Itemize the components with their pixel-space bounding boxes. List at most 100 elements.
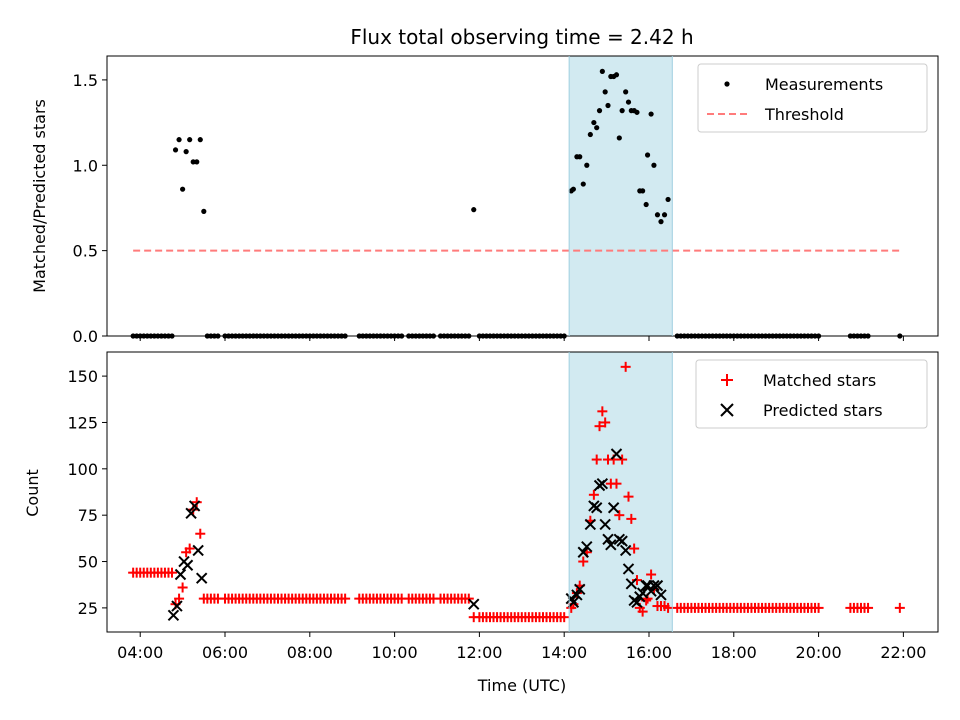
x-tick-label: 08:00 (287, 643, 333, 662)
x-tick-label: 22:00 (880, 643, 926, 662)
matched-star-point (174, 593, 185, 604)
predicted-star-point (599, 518, 611, 531)
bottom-legend: Matched stars Predicted stars (695, 359, 928, 429)
y-tick-label: 100 (67, 460, 98, 479)
measurement-point (201, 208, 207, 214)
x-axis-label: Time (UTC) (477, 676, 566, 695)
matched-star-point (623, 491, 634, 502)
predicted-star-point (192, 544, 204, 557)
predicted-star-point (171, 600, 183, 612)
bottom-panel: 25 50 75 100 125 150 04:00 06:00 08:00 10:00 12:0… (23, 351, 939, 695)
predicted-star-point (602, 533, 614, 545)
predicted-star-point (174, 568, 187, 581)
predicted-star-point (577, 546, 589, 558)
x-tick-label: 06:00 (202, 643, 248, 662)
top-y-ticks: 0.0 0.5 1.0 1.5 (73, 71, 107, 346)
matched-star-point (611, 478, 622, 489)
y-tick-label: 0.5 (73, 242, 98, 261)
matched-star-point (588, 489, 599, 500)
predicted-star-point (648, 579, 660, 592)
measurement-point (194, 159, 200, 165)
y-tick-label: 75 (78, 506, 98, 525)
matched-star-point (813, 602, 824, 613)
matched-star-point (167, 567, 178, 578)
measurement-point (640, 188, 646, 194)
measurement-point (644, 152, 651, 158)
top-y-axis-label: Matched/Predicted stars (30, 99, 49, 293)
measurement-point (616, 135, 622, 141)
bottom-y-axis-label: Count (23, 469, 42, 517)
measurement-point (625, 99, 632, 105)
matched-star-point (646, 569, 657, 580)
measurement-point (183, 149, 189, 155)
measurement-point (570, 186, 576, 192)
matched-star-point (340, 593, 351, 604)
top-plot-frame (106, 55, 939, 337)
predicted-star-point (571, 589, 583, 601)
measurement-point (587, 131, 593, 138)
predicted-star-point (581, 540, 593, 553)
observing-window-shade (569, 56, 673, 336)
measurement-point (594, 125, 600, 131)
legend-predicted-label: Predicted stars (763, 401, 883, 420)
predicted-star-point (181, 559, 194, 571)
x-tick-label: 04:00 (117, 643, 163, 662)
x-tick-label: 20:00 (796, 643, 842, 662)
predicted-star-point (567, 596, 580, 609)
chart-title: Flux total observing time = 2.42 h (350, 25, 693, 49)
y-tick-label: 150 (67, 367, 98, 386)
matched-star-point (559, 612, 570, 623)
predicted-star-point (596, 477, 609, 490)
predicted-star-point (622, 563, 635, 575)
top-legend: Measurements Threshold (697, 63, 928, 133)
measurement-point (596, 108, 603, 114)
x-tick-label: 12:00 (456, 643, 502, 662)
measurement-point (172, 147, 179, 153)
count-points (128, 361, 905, 623)
y-tick-label: 50 (78, 553, 98, 572)
x-tick-label: 16:00 (626, 643, 672, 662)
measurement-point (180, 186, 186, 192)
measurement-point (623, 89, 629, 95)
matched-star-point (863, 602, 874, 613)
matched-star-point (195, 528, 206, 539)
measurement-point (648, 111, 654, 117)
predicted-star-point (651, 579, 664, 592)
y-tick-label: 1.0 (73, 156, 98, 175)
predicted-star-point (610, 448, 623, 460)
matched-star-point (620, 361, 631, 372)
measurement-point (654, 212, 661, 218)
predicted-star-point (584, 518, 597, 531)
predicted-star-point (636, 587, 649, 599)
x-tick-label: 18:00 (711, 643, 757, 662)
measurement-point (661, 212, 668, 218)
y-tick-label: 0.0 (73, 327, 98, 346)
measurement-point (591, 119, 597, 126)
matched-star-point (578, 556, 589, 567)
bottom-legend-box (695, 359, 928, 429)
measurement-point (634, 109, 640, 115)
measurement-point (665, 196, 671, 203)
predicted-star-point (590, 502, 603, 514)
matched-star-point (894, 602, 905, 613)
measurement-point (605, 102, 611, 109)
measurement-point (619, 108, 625, 114)
measurement-point (577, 154, 583, 160)
matched-star-point (594, 421, 605, 432)
top-legend-box (697, 63, 928, 133)
measurement-point (580, 181, 586, 187)
measurement-point (471, 207, 477, 213)
bottom-plot-frame (106, 351, 939, 633)
measurement-point (613, 72, 620, 78)
matched-star-point (177, 582, 188, 593)
matched-star-point (617, 454, 628, 465)
measurement-point (643, 201, 649, 208)
predicted-star-point (625, 578, 638, 590)
y-tick-label: 25 (78, 599, 98, 618)
predicted-star-point (655, 589, 667, 601)
predicted-star-point (605, 539, 617, 551)
predicted-star-point (574, 583, 586, 596)
predicted-star-point (188, 500, 201, 512)
matched-star-point (629, 543, 640, 554)
y-tick-label: 1.5 (73, 71, 98, 90)
